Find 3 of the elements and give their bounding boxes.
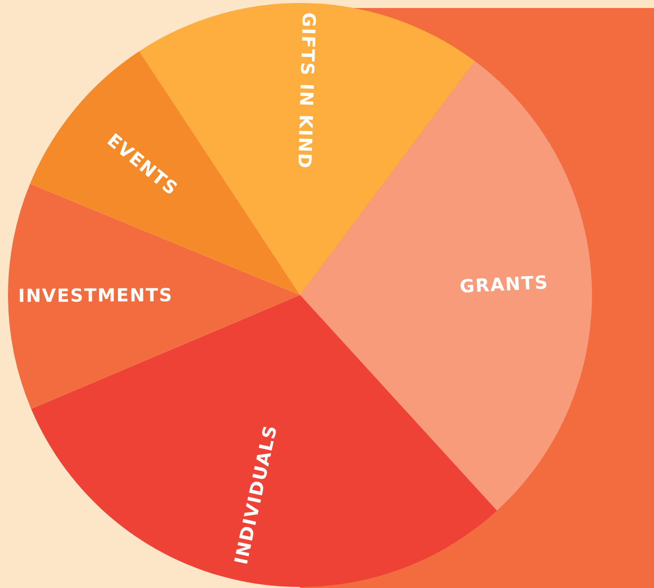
slice-label: GRANTS xyxy=(459,272,550,298)
slice-label: GIFTS IN KIND xyxy=(293,12,319,170)
slice-label: INVESTMENTS xyxy=(18,285,174,307)
